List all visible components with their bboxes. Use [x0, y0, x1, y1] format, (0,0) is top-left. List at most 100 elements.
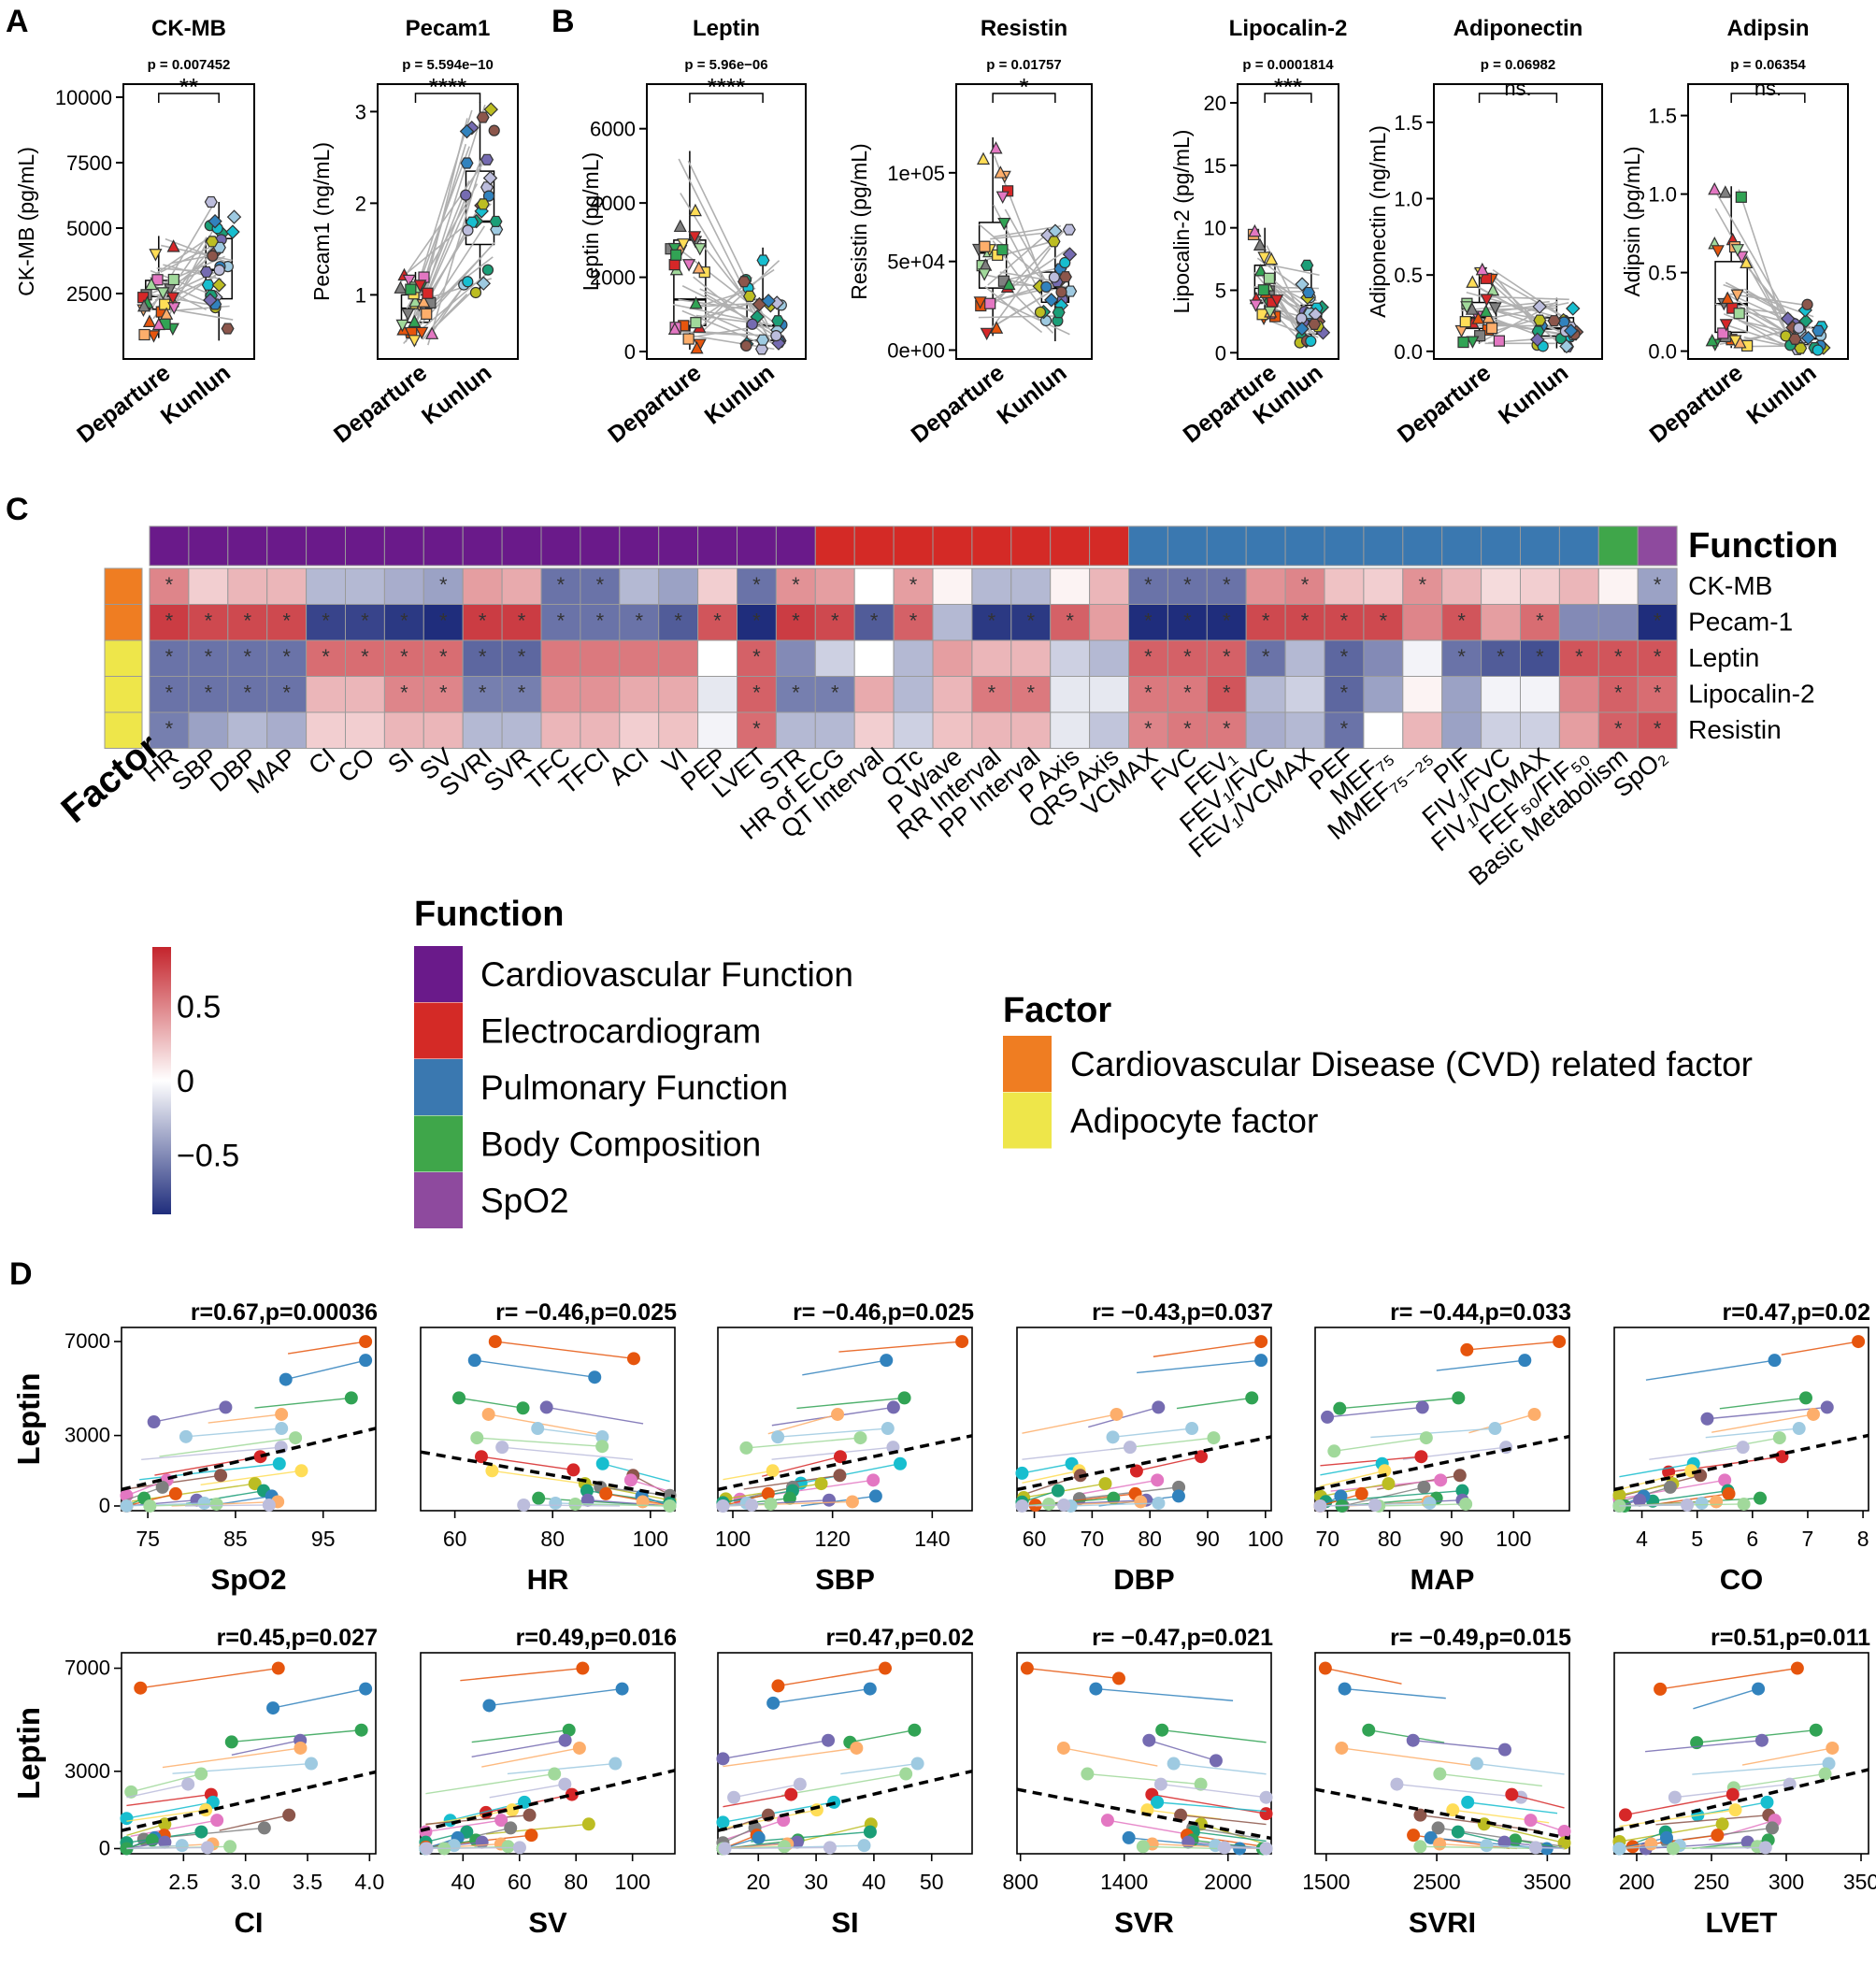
regression-line	[420, 1450, 676, 1499]
data-point	[401, 308, 415, 322]
y-tick-label: 0.0	[1394, 340, 1423, 364]
subject-line	[426, 1846, 520, 1850]
data-point	[1217, 1841, 1231, 1855]
heatmap-cell	[1597, 567, 1639, 605]
subject-line	[800, 1495, 876, 1507]
function-annotation-cell	[619, 525, 660, 567]
data-point	[1705, 333, 1719, 347]
significance-star: *	[1144, 610, 1153, 633]
function-legend-swatch	[414, 946, 463, 1002]
subject-line	[172, 1762, 312, 1774]
data-point	[1719, 319, 1733, 332]
data-point	[210, 1814, 224, 1828]
data-point	[147, 330, 161, 343]
subject-line	[1173, 1762, 1267, 1775]
subject-line	[1026, 1667, 1120, 1680]
data-point	[344, 1391, 358, 1405]
significance-star: *	[165, 717, 174, 740]
data-point	[1295, 321, 1310, 337]
function-annotation-cell	[814, 525, 855, 567]
data-point	[756, 254, 770, 266]
function-annotation-cell	[227, 525, 268, 567]
x-axis-label: SVR	[1114, 1906, 1174, 1939]
heatmap-cell	[619, 567, 660, 605]
heatmap-cell	[1010, 676, 1052, 713]
data-point	[1453, 1469, 1467, 1483]
data-point	[1434, 1473, 1448, 1487]
significance-star: *	[1614, 717, 1623, 740]
subject-line	[1063, 1747, 1158, 1767]
pair-line	[405, 143, 467, 343]
heatmap-cell	[1520, 604, 1560, 641]
subject-line	[802, 1359, 887, 1376]
data-point	[1415, 1400, 1429, 1414]
heatmap-cell	[658, 604, 699, 641]
data-point	[149, 249, 163, 262]
panel-d-scatter: 75 85 95SpO2r=0.67,p=0.00036030007000Lepti…	[11, 1299, 1876, 1939]
x-tick-label: 100	[633, 1527, 668, 1551]
heatmap-cell	[188, 567, 229, 605]
data-point	[764, 1497, 778, 1511]
heatmap-cell	[619, 676, 660, 713]
data-point	[761, 1486, 775, 1500]
significance-star: *	[1301, 610, 1310, 633]
data-point	[147, 1415, 161, 1429]
significance-star: *	[1223, 645, 1231, 668]
data-point	[1480, 1839, 1494, 1853]
data-point	[275, 1407, 289, 1421]
data-point	[626, 1352, 640, 1366]
data-point	[1446, 1803, 1460, 1817]
subject-line	[778, 1427, 888, 1438]
heatmap-cell	[971, 639, 1012, 677]
subject-line	[1339, 1397, 1459, 1410]
boxplot-pecam1: 1 2 3 Pecam1 (ng/mL) Pecam1 p = 5.594e−10****…	[309, 16, 519, 448]
x-tick-label: 100	[1496, 1527, 1531, 1551]
heatmap-cell	[1167, 604, 1208, 641]
subject-line	[1176, 1397, 1253, 1410]
heatmap-cell	[383, 711, 424, 749]
pair-line	[996, 299, 1070, 336]
regression-line	[121, 1427, 377, 1492]
heatmap-cell	[971, 604, 1012, 641]
data-point	[181, 1777, 195, 1791]
subject-line	[1157, 1801, 1267, 1813]
subject-line	[1022, 1446, 1131, 1460]
heatmap-cell	[1558, 567, 1599, 605]
data-point	[581, 1817, 595, 1831]
x-tick-label: 20	[746, 1870, 770, 1894]
data-point	[1459, 316, 1471, 328]
data-point	[1002, 185, 1014, 197]
significance-star: *	[243, 610, 251, 633]
data-point	[294, 1741, 308, 1755]
scatter-plot-svri: 1500 2500 3500 SVRI r= −0.49,p=0.015	[1302, 1625, 1571, 1939]
subject-line	[723, 1470, 773, 1481]
subject-line	[767, 1413, 838, 1435]
data-point	[204, 195, 218, 208]
data-point	[682, 333, 695, 345]
data-point	[253, 1450, 267, 1464]
heatmap-row-label: Leptin	[1688, 643, 1759, 672]
data-point	[1758, 1841, 1772, 1855]
subject-line	[126, 1809, 207, 1822]
data-point	[1460, 301, 1474, 314]
data-point	[166, 239, 180, 252]
data-point	[1259, 1790, 1273, 1804]
data-point	[677, 238, 691, 251]
significance-star: *	[1144, 645, 1153, 668]
heatmap-cell	[775, 711, 816, 749]
data-point	[1475, 262, 1489, 276]
data-point	[1790, 1661, 1804, 1675]
function-legend-label: Cardiovascular Function	[480, 955, 853, 994]
data-point	[402, 274, 416, 288]
significance-star: *	[1340, 610, 1349, 633]
x-tick-label: Kunlun	[1494, 360, 1573, 430]
heatmap-cell	[619, 639, 660, 677]
data-point	[279, 1372, 293, 1386]
function-legend-label: Pulmonary Function	[480, 1069, 788, 1107]
heatmap-cell	[1637, 676, 1678, 713]
data-point	[501, 1840, 515, 1854]
pair-line	[688, 325, 761, 338]
subject-line	[1320, 1483, 1389, 1498]
heatmap-cell	[1324, 604, 1365, 641]
data-point	[1081, 1767, 1095, 1781]
